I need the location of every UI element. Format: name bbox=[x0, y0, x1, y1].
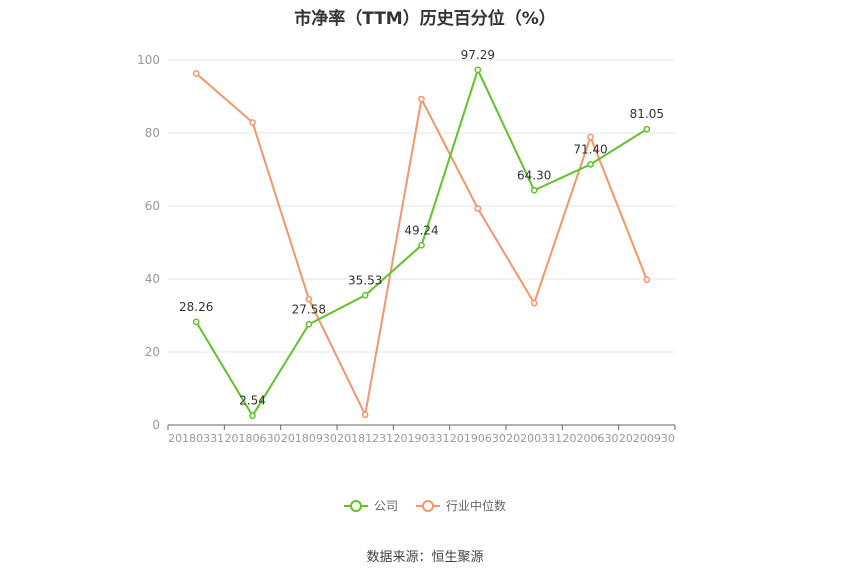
data-point-company bbox=[305, 320, 313, 328]
data-label-company: 97.29 bbox=[461, 48, 495, 62]
data-point-industry-median bbox=[587, 133, 594, 141]
data-label-company: 49.24 bbox=[404, 223, 438, 237]
x-tick-label: 20180331 bbox=[168, 432, 224, 445]
data-label-company: 2.54 bbox=[239, 394, 266, 408]
x-tick-label: 20190630 bbox=[450, 432, 506, 445]
y-tick-label: 100 bbox=[137, 53, 160, 67]
chart-title: 市净率（TTM）历史百分位（%） bbox=[294, 9, 556, 29]
legend-label-industry-median: 行业中位数 bbox=[446, 499, 507, 513]
legend-swatch-company bbox=[343, 499, 368, 512]
data-point-company bbox=[474, 66, 482, 74]
data-point-industry-median bbox=[305, 295, 313, 303]
data-label-company: 64.30 bbox=[517, 168, 551, 182]
data-label-company: 35.53 bbox=[348, 273, 382, 287]
source-note: 数据来源：恒生聚源 bbox=[366, 550, 484, 565]
legend-swatch-industry-median bbox=[416, 499, 440, 512]
data-point-company bbox=[643, 125, 651, 133]
data-point-company bbox=[249, 412, 256, 420]
data-point-industry-median bbox=[530, 299, 538, 307]
x-tick-label: 20180630 bbox=[225, 432, 281, 445]
data-point-industry-median bbox=[361, 411, 369, 419]
data-point-company bbox=[418, 241, 425, 249]
data-point-industry-median bbox=[474, 205, 482, 212]
x-tick-label: 20181231 bbox=[337, 432, 393, 445]
data-point-industry-median bbox=[643, 276, 651, 284]
data-point-industry-median bbox=[418, 95, 425, 103]
x-tick-label: 20200630 bbox=[563, 432, 619, 445]
x-tick-label: 20180930 bbox=[281, 432, 337, 445]
legend-item-industry-median[interactable]: 行业中位数 bbox=[416, 497, 506, 514]
y-tick-label: 40 bbox=[145, 272, 160, 286]
y-tick-label: 20 bbox=[145, 345, 160, 359]
x-tick-label: 20200930 bbox=[619, 432, 675, 445]
data-point-industry-median bbox=[249, 119, 256, 126]
data-point-company bbox=[192, 318, 200, 326]
y-tick-label: 0 bbox=[152, 418, 160, 432]
data-point-company bbox=[587, 161, 594, 168]
data-label-company: 28.26 bbox=[179, 300, 213, 314]
line-chart: 0 20 40 60 80 100 20180331 20180630 20180930 2018… bbox=[137, 48, 676, 445]
legend-label-company: 公司 bbox=[373, 499, 398, 513]
data-label-company: 27.58 bbox=[292, 302, 326, 316]
data-point-company bbox=[530, 186, 538, 194]
data-label-company: 71.40 bbox=[573, 142, 607, 156]
x-tick-label: 20200331 bbox=[506, 432, 562, 445]
data-point-company bbox=[361, 291, 369, 299]
data-point-industry-median bbox=[192, 70, 200, 77]
y-tick-label: 80 bbox=[145, 126, 160, 140]
data-label-company: 81.05 bbox=[630, 107, 664, 121]
x-tick-label: 20190331 bbox=[394, 432, 450, 445]
legend: 公司 行业中位数 bbox=[0, 497, 850, 514]
y-tick-label: 60 bbox=[145, 199, 160, 213]
legend-item-company[interactable]: 公司 bbox=[343, 497, 398, 514]
